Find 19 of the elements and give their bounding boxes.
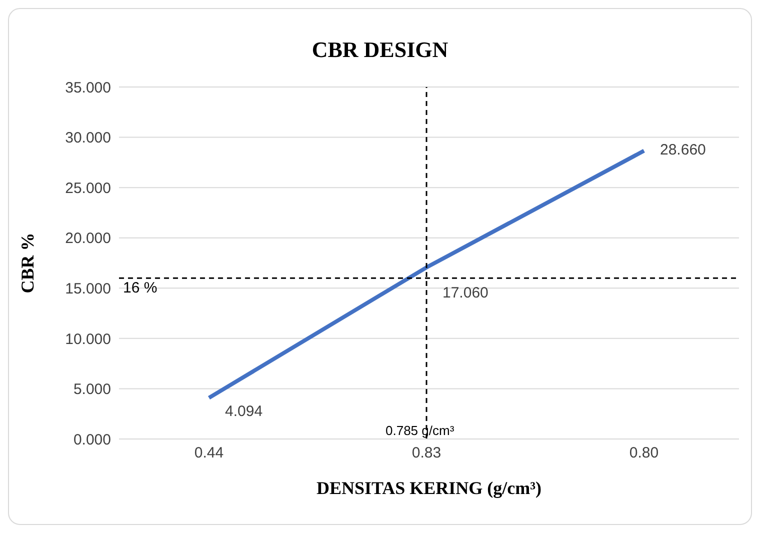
- y-tick-label: 10.000: [65, 330, 111, 348]
- y-tick-label: 5.000: [73, 381, 111, 398]
- y-tick-label: 35.000: [65, 79, 111, 96]
- x-axis-title: DENSITAS KERING (g/cm³): [316, 478, 542, 498]
- y-tick-label: 20.000: [65, 230, 111, 248]
- data-label: 28.660: [660, 142, 706, 159]
- y-tick-label: 15.000: [65, 280, 111, 298]
- y-axis-title: CBR %: [17, 232, 38, 294]
- data-label: 17.060: [442, 284, 488, 302]
- x-tick-label: 0.80: [629, 444, 659, 462]
- y-tick-label: 0.000: [73, 431, 111, 448]
- data-label: 4.094: [225, 402, 263, 420]
- ref-line-label: 0.785 g/cm³: [386, 423, 455, 438]
- x-tick-label: 0.44: [194, 444, 224, 462]
- ref-line-label: 16 %: [123, 280, 158, 297]
- chart-title: CBR DESIGN: [310, 37, 450, 63]
- x-tick-label: 0.83: [412, 444, 442, 462]
- y-tick-label: 30.000: [65, 130, 111, 147]
- y-tick-label: 25.000: [65, 180, 111, 197]
